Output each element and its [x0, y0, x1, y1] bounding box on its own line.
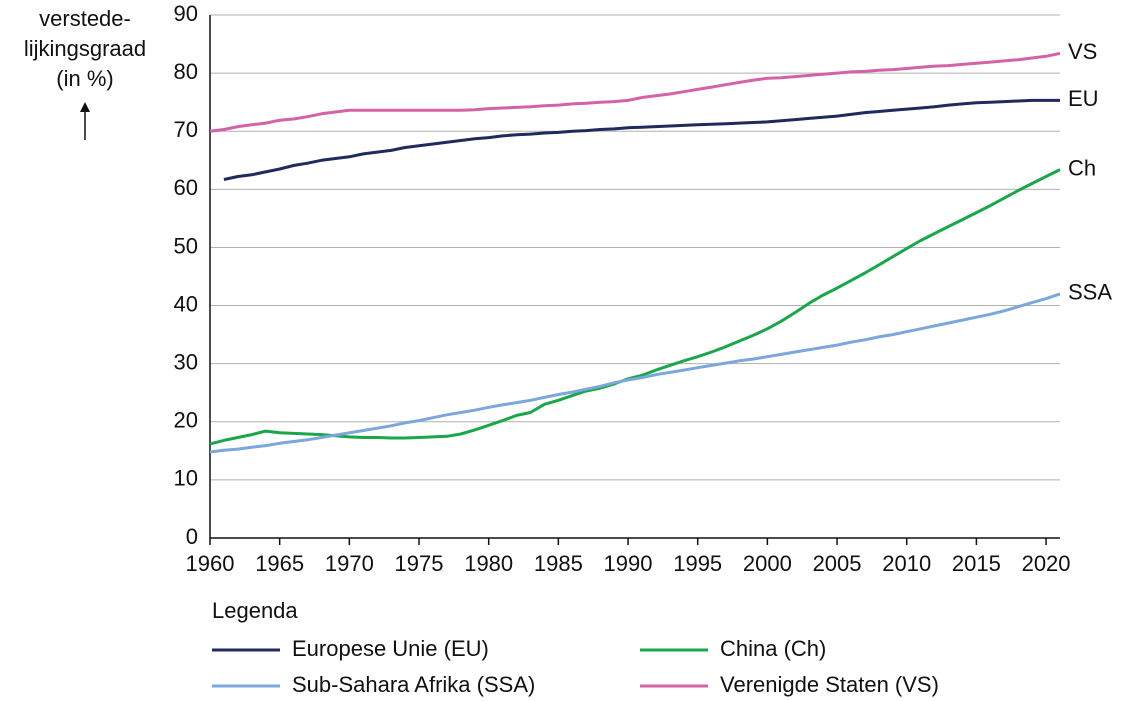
y-tick-label: 50 [174, 233, 198, 258]
axis-arrow-head [80, 102, 90, 112]
y-tick-label: 60 [174, 175, 198, 200]
x-tick-label: 2000 [743, 551, 792, 576]
end-label: Ch [1068, 155, 1096, 180]
end-label: SSA [1068, 280, 1112, 305]
x-tick-label: 2010 [882, 551, 931, 576]
y-tick-label: 90 [174, 1, 198, 26]
y-tick-label: 30 [174, 349, 198, 374]
y-tick-label: 20 [174, 408, 198, 433]
series-line [209, 292, 1061, 454]
x-tick-label: 1960 [186, 551, 235, 576]
x-tick-label: 2015 [952, 551, 1001, 576]
y-tick-label: 80 [174, 59, 198, 84]
x-tick-label: 1990 [604, 551, 653, 576]
x-tick-label: 1970 [325, 551, 374, 576]
legend-label: Verenigde Staten (VS) [720, 672, 939, 697]
legend-label: China (Ch) [720, 636, 826, 661]
x-tick-label: 1985 [534, 551, 583, 576]
y-tick-label: 40 [174, 291, 198, 316]
end-label: VS [1068, 39, 1097, 64]
series-line [209, 51, 1061, 133]
x-tick-label: 1980 [464, 551, 513, 576]
series-line [209, 168, 1061, 446]
legend-label: Sub-Sahara Afrika (SSA) [292, 672, 535, 697]
end-label: EU [1068, 86, 1099, 111]
x-tick-label: 1975 [395, 551, 444, 576]
y-axis-label: verstede- [39, 6, 131, 31]
x-tick-label: 1995 [673, 551, 722, 576]
y-tick-label: 70 [174, 117, 198, 142]
series-line [223, 98, 1060, 181]
y-tick-label: 0 [186, 524, 198, 549]
y-axis-label: (in %) [56, 66, 113, 91]
x-tick-label: 1965 [255, 551, 304, 576]
y-tick-label: 10 [174, 466, 198, 491]
legend-title: Legenda [212, 598, 298, 623]
x-tick-label: 2020 [1022, 551, 1071, 576]
legend-label: Europese Unie (EU) [292, 636, 489, 661]
x-tick-label: 2005 [813, 551, 862, 576]
y-axis-label: lijkingsgraad [24, 36, 146, 61]
